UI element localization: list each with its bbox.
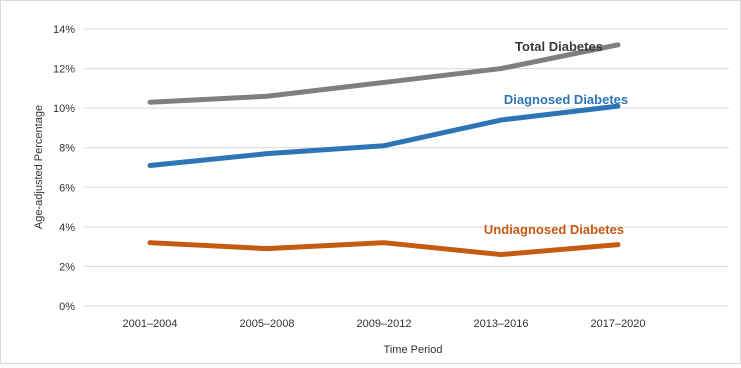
y-tick-label: 2% <box>59 261 75 273</box>
series-line-total-diabetes <box>147 42 621 105</box>
gridlines <box>85 28 729 307</box>
series-label: Total Diabetes <box>515 39 603 54</box>
x-tick-label: 2013–2016 <box>473 318 528 330</box>
x-axis-ticks: 2001–2004 2005–2008 2009–2012 2013–2016 2017… <box>122 318 645 330</box>
x-tick-label: 2017–2020 <box>590 318 645 330</box>
y-axis-ticks: 0% 2% 4% 6% 8% 10% 12% 14% <box>53 24 75 313</box>
x-tick-label: 2009–2012 <box>356 318 411 330</box>
series-line-diagnosed-diabetes <box>147 103 621 169</box>
x-tick-label: 2001–2004 <box>122 318 177 330</box>
y-tick-label: 12% <box>53 64 75 76</box>
series-line-undiagnosed-diabetes <box>147 240 621 258</box>
y-tick-label: 4% <box>59 222 75 234</box>
series-label: Undiagnosed Diabetes <box>484 222 624 237</box>
series-lines <box>147 42 621 258</box>
series-labels: Total Diabetes Diagnosed Diabetes Undiagno… <box>484 39 628 237</box>
y-tick-label: 14% <box>53 24 75 36</box>
y-tick-label: 0% <box>59 301 75 313</box>
y-tick-label: 10% <box>53 103 75 115</box>
y-tick-label: 6% <box>59 182 75 194</box>
x-tick-label: 2005–2008 <box>239 318 294 330</box>
y-tick-label: 8% <box>59 143 75 155</box>
x-axis-title: Time Period <box>384 344 443 356</box>
series-label: Diagnosed Diabetes <box>504 92 628 107</box>
y-axis-title: Age-adjusted Percentage <box>33 105 45 229</box>
